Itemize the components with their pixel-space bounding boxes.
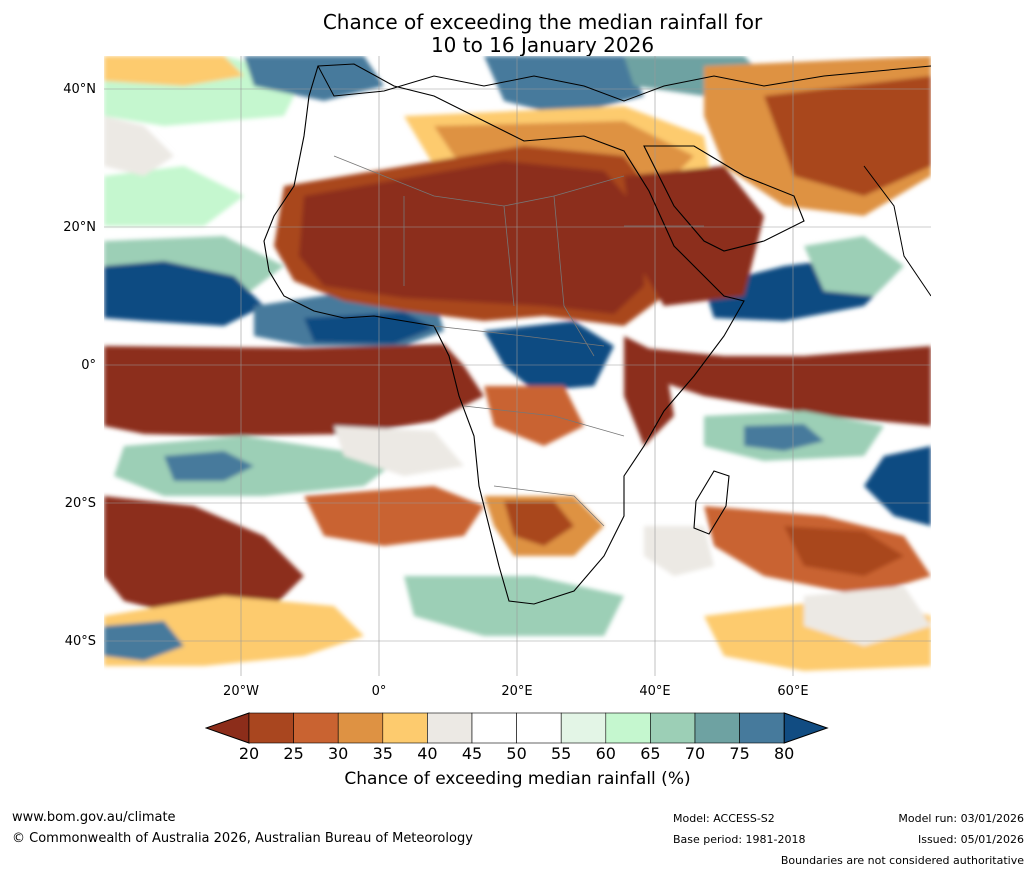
footer-copyright: © Commonwealth of Australia 2026, Austra… bbox=[12, 831, 473, 846]
colorbar-segment bbox=[427, 712, 473, 744]
footer-base-period: Base period: 1981-2018 bbox=[673, 833, 806, 846]
lon-label-60e: 60°E bbox=[777, 684, 809, 699]
lon-label-0: 0° bbox=[371, 684, 387, 699]
lon-label-20e: 20°E bbox=[501, 684, 533, 699]
colorbar-segment bbox=[337, 712, 384, 744]
colorbar-tick-label: 45 bbox=[461, 744, 483, 763]
colorbar-segment bbox=[605, 712, 651, 744]
colorbar-segment bbox=[694, 712, 740, 744]
colorbar-segment bbox=[516, 712, 562, 744]
lat-label-20n: 20°N bbox=[63, 220, 96, 235]
africa-coastline bbox=[263, 63, 745, 605]
colorbar-tick-label: 35 bbox=[372, 744, 393, 763]
colorbar bbox=[205, 712, 829, 744]
colorbar-segment bbox=[382, 712, 428, 744]
colorbar-segment bbox=[471, 712, 517, 744]
footer-issued: Issued: 05/01/2026 bbox=[917, 833, 1024, 846]
footer-disclaimer: Boundaries are not considered authoritat… bbox=[780, 854, 1024, 867]
map-title-line2: 10 to 16 January 2026 bbox=[430, 33, 655, 57]
colorbar-tick-label: 25 bbox=[283, 744, 304, 763]
graticule bbox=[104, 56, 931, 676]
rainfall-map bbox=[104, 56, 931, 676]
europe-coastline bbox=[317, 65, 931, 102]
colorbar-tick-label: 40 bbox=[417, 744, 438, 763]
lat-label-20s: 20°S bbox=[64, 496, 96, 511]
colorbar-tick-label: 70 bbox=[684, 744, 706, 763]
lat-label-0: 0° bbox=[81, 358, 96, 373]
colorbar-tick-label: 20 bbox=[238, 744, 260, 763]
colorbar-tick-label: 55 bbox=[551, 744, 572, 763]
footer-model-run: Model run: 03/01/2026 bbox=[898, 812, 1024, 825]
india-coastline bbox=[863, 165, 931, 297]
colorbar-tick-label: 50 bbox=[506, 744, 527, 763]
madagascar-coastline bbox=[693, 470, 730, 535]
lon-label-40e: 40°E bbox=[639, 684, 671, 699]
colorbar-segment bbox=[293, 712, 339, 744]
colorbar-segment bbox=[739, 712, 785, 744]
colorbar-tick-label: 80 bbox=[774, 744, 795, 763]
colorbar-tick-label: 60 bbox=[595, 744, 616, 763]
rainfall-map-svg bbox=[104, 56, 931, 676]
lat-label-40s: 40°S bbox=[64, 634, 96, 649]
colorbar-segment bbox=[650, 712, 696, 744]
lon-label-20w: 20°W bbox=[223, 684, 259, 699]
footer-url[interactable]: www.bom.gov.au/climate bbox=[12, 810, 176, 825]
colorbar-title: Chance of exceeding median rainfall (%) bbox=[344, 769, 691, 789]
colorbar-arrow-low bbox=[205, 712, 250, 744]
colorbar-tick-label: 75 bbox=[729, 744, 750, 763]
lat-label-40n: 40°N bbox=[63, 82, 96, 97]
footer-model: Model: ACCESS-S2 bbox=[673, 812, 775, 825]
colorbar-segment bbox=[248, 712, 294, 744]
country-borders bbox=[333, 155, 704, 527]
colorbar-segment bbox=[560, 712, 607, 744]
colorbar-tick-label: 30 bbox=[328, 744, 349, 763]
rainfall-pattern bbox=[104, 56, 931, 671]
colorbar-arrow-high bbox=[783, 712, 829, 744]
map-title-line1: Chance of exceeding the median rainfall … bbox=[322, 10, 763, 34]
colorbar-tick-label: 65 bbox=[640, 744, 661, 763]
arabia-coastline bbox=[643, 145, 805, 252]
